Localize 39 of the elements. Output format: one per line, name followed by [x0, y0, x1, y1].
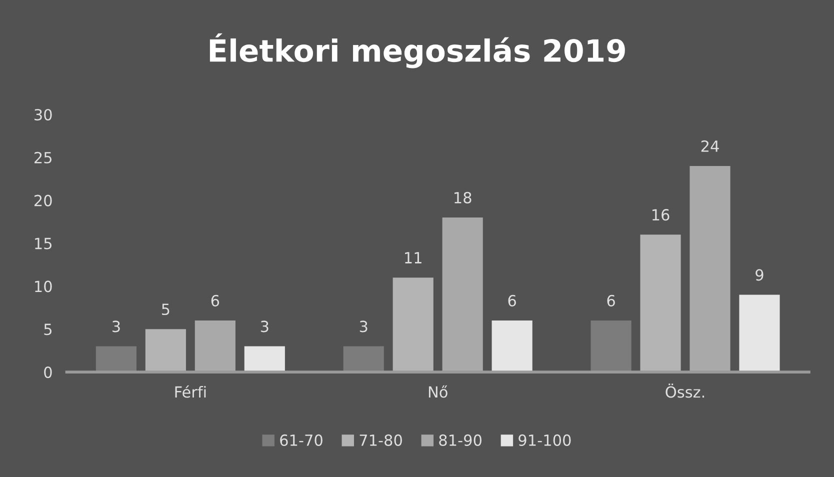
- data-label: 6: [607, 294, 615, 306]
- data-label: 3: [260, 320, 268, 332]
- y-tick-label: 30: [34, 108, 52, 120]
- bar: [690, 166, 730, 372]
- legend-label: 91-100: [518, 434, 571, 446]
- bar: [244, 346, 285, 372]
- data-label: 11: [405, 252, 422, 264]
- data-label: 6: [211, 294, 220, 306]
- bar: [392, 278, 434, 372]
- legend-label: 81-90: [439, 434, 482, 446]
- data-label: 3: [112, 320, 120, 332]
- bar: [343, 346, 384, 372]
- chart-title: Életkori megoszlás 2019: [210, 33, 625, 68]
- y-tick-label: 20: [34, 194, 52, 206]
- x-tick-label: Nő: [428, 385, 448, 398]
- y-tick-label: 0: [44, 366, 52, 378]
- data-label: 3: [360, 320, 368, 332]
- data-label: 6: [508, 294, 516, 306]
- data-label: 24: [701, 140, 719, 152]
- legend-label: 71-80: [360, 434, 402, 446]
- y-tick-label: 10: [35, 280, 52, 292]
- bar: [590, 320, 632, 372]
- bar: [739, 294, 780, 372]
- bar: [640, 234, 681, 372]
- data-label: 18: [454, 192, 472, 204]
- data-label: 9: [756, 269, 764, 281]
- data-label: 5: [162, 304, 170, 316]
- y-tick-label: 15: [35, 238, 52, 250]
- x-tick-label: Férfi: [175, 385, 206, 398]
- bar: [442, 218, 483, 372]
- y-tick-label: 25: [34, 152, 52, 164]
- bar: [96, 346, 136, 372]
- bar: [145, 329, 186, 372]
- data-label: 16: [652, 209, 670, 221]
- bar: [194, 320, 236, 372]
- bar: [492, 320, 532, 372]
- x-tick-label: Össz.: [666, 384, 704, 398]
- legend-label: 61-70: [280, 434, 322, 446]
- y-tick-label: 5: [44, 324, 52, 336]
